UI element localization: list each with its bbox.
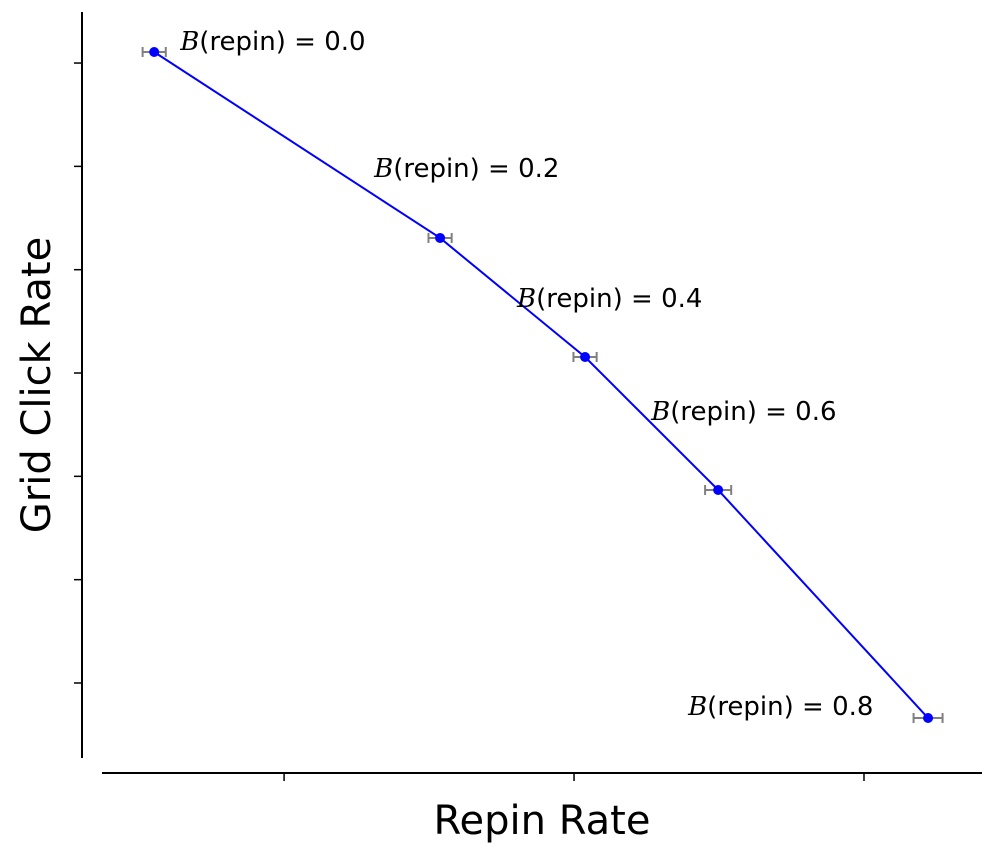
x-axis-label: Repin Rate (434, 798, 651, 844)
data-point (580, 351, 591, 362)
point-annotation: B(repin) = 0.0 (179, 27, 365, 57)
point-annotation: B(repin) = 0.2 (373, 154, 559, 184)
point-annotation: B(repin) = 0.4 (516, 284, 702, 314)
data-point (149, 46, 160, 57)
point-annotation: B(repin) = 0.8 (687, 692, 873, 722)
data-point (923, 713, 934, 724)
point-annotation: B(repin) = 0.6 (650, 397, 836, 427)
data-point (435, 232, 446, 243)
series-line (153, 51, 929, 719)
data-point (713, 484, 724, 495)
y-axis-label: Grid Click Rate (14, 237, 60, 533)
